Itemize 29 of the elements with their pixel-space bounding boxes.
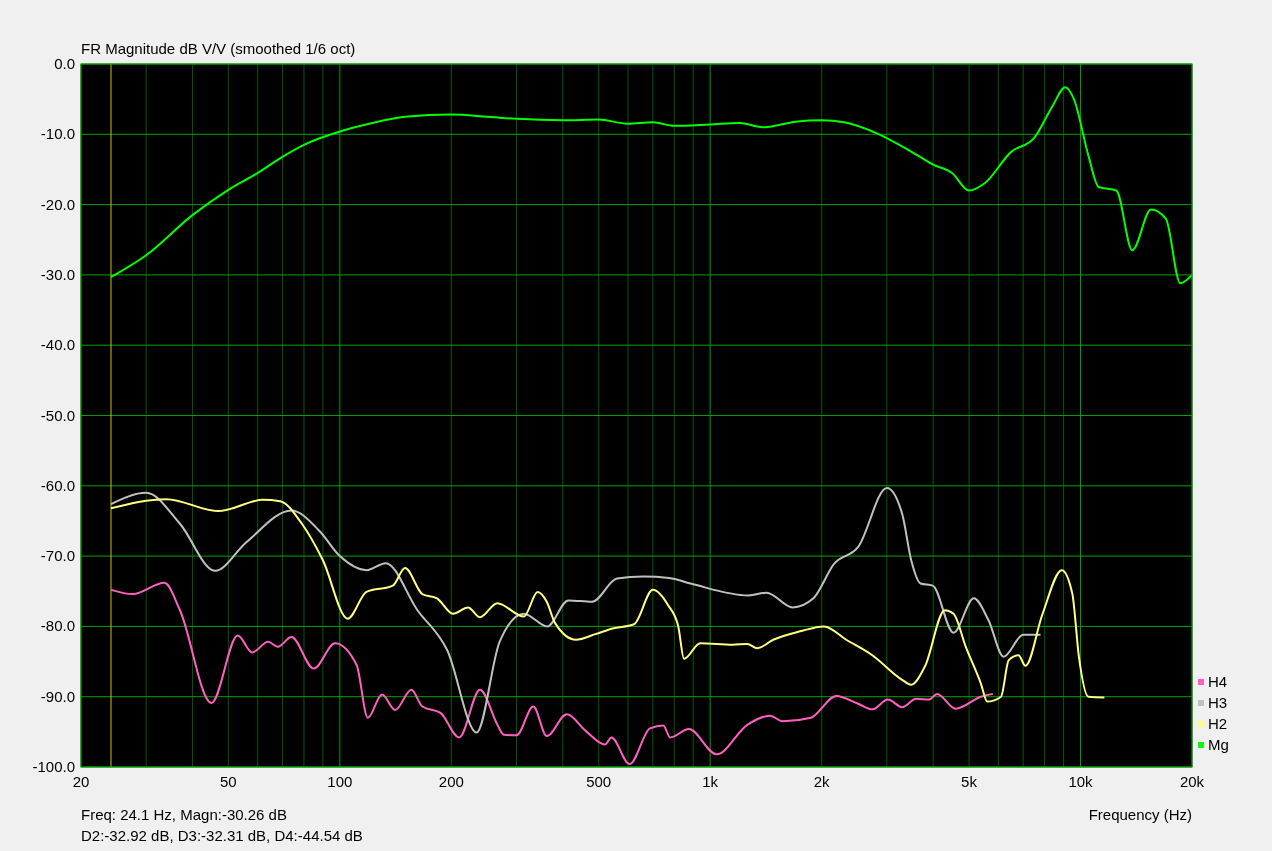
x-tick-label: 20 (72, 773, 90, 790)
y-tick-label: 0.0 (54, 55, 75, 72)
legend-label: Mg (1208, 736, 1229, 753)
x-tick-label: 200 (438, 773, 464, 790)
y-tick-label: -10.0 (40, 125, 75, 143)
y-tick-label: -40.0 (40, 336, 75, 354)
legend-label: H3 (1208, 694, 1228, 711)
y-tick-label: -30.0 (40, 265, 75, 283)
y-tick-label: -60.0 (40, 476, 75, 494)
x-axis-title: Frequency (Hz) (1088, 806, 1192, 823)
chart-title: FR Magnitude dB V/V (smoothed 1/6 oct) (81, 40, 356, 57)
x-tick-label: 5k (961, 773, 978, 790)
x-tick-label: 100 (327, 773, 353, 790)
x-tick-label: 1k (702, 773, 719, 790)
legend-label: H2 (1208, 715, 1228, 732)
y-tick-label: -100.0 (32, 758, 75, 775)
x-tick-label: 10k (1068, 773, 1094, 790)
y-tick-label: -50.0 (40, 406, 75, 424)
y-tick-label: -80.0 (40, 617, 75, 635)
text: D2:-32.92 dB, D3:-32.31 dB, D4:-44.54 dB (81, 827, 363, 844)
legend-label: H4 (1208, 673, 1228, 690)
y-tick-label: -90.0 (40, 687, 75, 705)
x-tick-label: 500 (586, 773, 612, 790)
x-tick-label: 2k (813, 773, 831, 790)
x-tick-label: 50 (220, 773, 237, 790)
x-tick-label: 20k (1179, 773, 1205, 790)
y-tick-label: -70.0 (40, 547, 75, 565)
text: Freq: 24.1 Hz, Magn:-30.26 dB (81, 806, 287, 823)
y-tick-label: -20.0 (40, 195, 75, 213)
